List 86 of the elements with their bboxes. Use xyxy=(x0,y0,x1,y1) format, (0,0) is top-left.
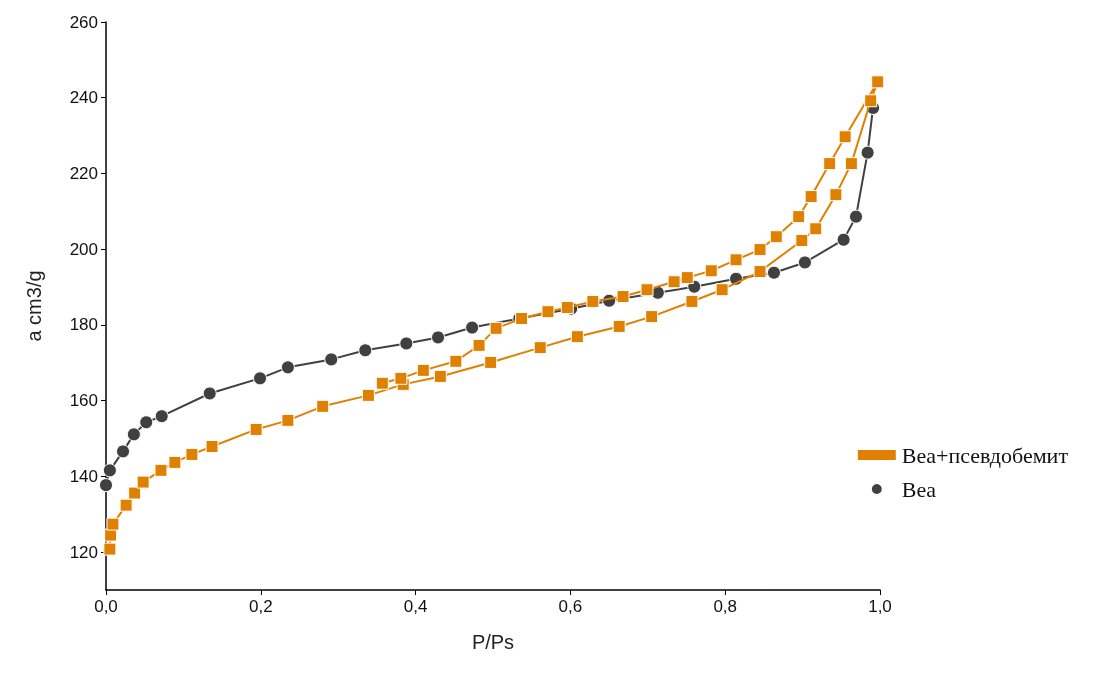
point xyxy=(433,369,447,383)
point xyxy=(399,336,414,351)
y-tick-label: 260 xyxy=(69,12,98,32)
point xyxy=(560,301,574,315)
point xyxy=(844,157,858,171)
x-tick-label: 0,4 xyxy=(403,597,428,616)
point xyxy=(205,439,219,453)
x-tick-label: 1,0 xyxy=(868,597,892,616)
y-tick-label: 160 xyxy=(69,391,98,411)
point xyxy=(541,305,555,319)
point xyxy=(586,294,600,308)
y-tick-label: 140 xyxy=(69,466,98,486)
point xyxy=(106,517,120,531)
point xyxy=(829,188,843,202)
legend-label: Bea+псевдобемит xyxy=(901,442,1069,468)
point xyxy=(99,478,113,493)
point xyxy=(102,463,117,478)
point xyxy=(431,330,446,345)
point xyxy=(128,486,142,500)
point xyxy=(769,230,783,244)
point xyxy=(449,354,463,368)
point xyxy=(804,190,818,204)
point xyxy=(823,157,837,171)
point xyxy=(484,355,498,369)
point xyxy=(871,75,885,89)
point xyxy=(249,422,263,436)
point xyxy=(280,360,295,375)
point xyxy=(685,294,699,308)
point xyxy=(715,283,729,297)
point xyxy=(849,209,864,224)
point xyxy=(792,210,806,224)
point xyxy=(139,415,154,430)
point xyxy=(154,409,169,424)
point xyxy=(253,371,268,386)
point xyxy=(416,363,430,377)
point xyxy=(375,376,389,390)
point xyxy=(472,338,486,352)
point xyxy=(753,243,767,257)
x-tick-label: 0,8 xyxy=(713,597,738,616)
x-tick-label: 0,0 xyxy=(94,597,118,616)
y-tick-label: 200 xyxy=(69,239,98,259)
point xyxy=(185,447,199,461)
point xyxy=(570,330,584,344)
point xyxy=(116,444,131,459)
point xyxy=(281,413,295,427)
point xyxy=(324,352,339,367)
point xyxy=(680,271,694,285)
point xyxy=(640,283,654,297)
point xyxy=(489,321,503,335)
point xyxy=(358,343,373,358)
y-tick-label: 220 xyxy=(69,163,98,183)
point xyxy=(616,290,630,304)
point xyxy=(667,275,681,289)
x-tick-label: 0,6 xyxy=(558,597,583,616)
point xyxy=(766,265,781,280)
point xyxy=(103,542,117,556)
legend-label: Bea xyxy=(901,476,937,502)
point xyxy=(860,145,875,160)
point xyxy=(795,233,809,247)
point xyxy=(394,371,408,385)
point xyxy=(753,265,767,279)
x-axis-title: P/Ps xyxy=(471,631,515,653)
point xyxy=(316,399,330,413)
point xyxy=(809,222,823,236)
y-tick-label: 180 xyxy=(69,315,98,335)
point xyxy=(645,310,659,324)
point xyxy=(361,388,375,402)
point xyxy=(612,319,626,333)
point xyxy=(838,130,852,144)
point xyxy=(154,463,168,477)
point xyxy=(729,253,743,267)
y-tick-label: 240 xyxy=(69,88,98,108)
point xyxy=(465,320,480,335)
point xyxy=(797,255,812,270)
point xyxy=(136,475,150,489)
point xyxy=(704,264,718,278)
x-tick-label: 0,2 xyxy=(248,597,273,616)
point xyxy=(864,94,878,108)
point xyxy=(836,232,851,247)
point xyxy=(533,341,547,355)
y-tick-label: 120 xyxy=(69,542,98,562)
y-axis-title: a cm3/g xyxy=(23,270,45,342)
point xyxy=(168,455,182,469)
point xyxy=(126,427,141,442)
point xyxy=(202,386,217,401)
point xyxy=(119,498,133,512)
